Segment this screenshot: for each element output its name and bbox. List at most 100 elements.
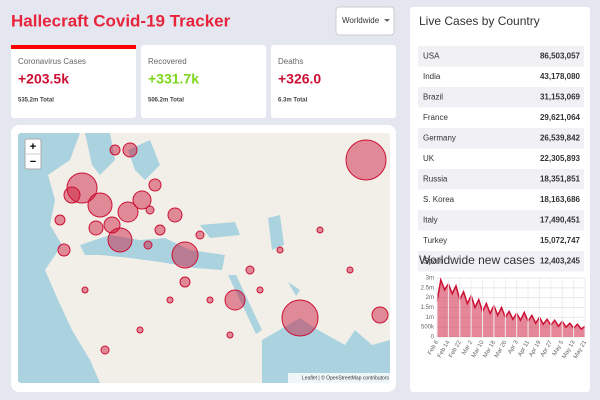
case-bubble[interactable]: [66, 172, 98, 204]
y-tick-label: 0: [431, 335, 435, 341]
case-bubble[interactable]: [148, 178, 162, 192]
table-row: [418, 210, 584, 231]
attribution-bg: [288, 373, 390, 383]
case-bubble[interactable]: [226, 331, 234, 339]
case-bubble[interactable]: [179, 276, 191, 288]
country-cases: 86,503,057: [540, 51, 581, 60]
case-bubble[interactable]: [167, 207, 183, 223]
case-bubble[interactable]: [206, 296, 214, 304]
card-label: Coronavirus Cases: [18, 57, 86, 66]
case-bubble[interactable]: [345, 139, 387, 181]
country-cases: 18,351,851: [540, 174, 581, 183]
y-tick-label: 1m: [426, 315, 434, 321]
chart-title: Worldwide new cases: [419, 253, 535, 267]
card-total: 506.2m Total: [148, 98, 184, 104]
case-bubble[interactable]: [88, 220, 104, 236]
card-today: +203.5k: [18, 71, 69, 87]
card-total: 535.2m Total: [18, 98, 54, 104]
app-title: Hallecraft Covid-19 Tracker: [11, 11, 231, 30]
country-cases: 18,163,686: [540, 195, 581, 204]
country-name: UK: [423, 154, 435, 163]
case-bubble[interactable]: [145, 205, 155, 215]
zoom-out[interactable]: −: [30, 156, 36, 168]
case-bubble[interactable]: [81, 286, 89, 294]
table-title: Live Cases by Country: [419, 14, 540, 28]
sea: [262, 318, 390, 383]
case-bubble[interactable]: [132, 190, 152, 210]
table-row: [418, 169, 584, 190]
case-bubble[interactable]: [166, 296, 174, 304]
selector-text[interactable]: Worldwide: [342, 16, 380, 25]
case-bubble[interactable]: [154, 224, 166, 236]
table-row: [418, 66, 584, 87]
region-selector[interactable]: Worldwide: [335, 6, 395, 36]
case-bubble[interactable]: [143, 240, 153, 250]
y-tick-label: 1.5m: [421, 305, 434, 311]
country-cases: 29,621,064: [540, 113, 581, 122]
table-row: [418, 46, 584, 67]
case-bubble[interactable]: [224, 289, 246, 311]
country-cases: 17,490,451: [540, 215, 581, 224]
card-label: Deaths: [278, 57, 303, 66]
card-today: +331.7k: [148, 71, 199, 87]
table-row: [418, 87, 584, 108]
case-bubble[interactable]: [122, 142, 138, 158]
card-today: +326.0: [278, 71, 321, 87]
table-row: [418, 230, 584, 251]
sea: [200, 222, 240, 238]
country-cases: 31,153,069: [540, 92, 581, 101]
stat-card[interactable]: [141, 45, 266, 118]
stat-card[interactable]: [11, 45, 136, 118]
sea: [80, 235, 225, 270]
country-cases: 22,305,893: [540, 154, 581, 163]
case-bubble[interactable]: [107, 227, 133, 253]
sea: [268, 215, 284, 250]
selector-box[interactable]: [335, 6, 395, 36]
case-bubble[interactable]: [57, 243, 71, 257]
case-bubble[interactable]: [63, 186, 81, 204]
country-name: Italy: [423, 215, 438, 224]
sea: [18, 133, 100, 383]
map[interactable]: + − Leaflet | © OpenStreetMap contributors: [18, 133, 390, 383]
case-bubble[interactable]: [117, 201, 139, 223]
selector-caret[interactable]: [384, 19, 390, 22]
attribution: Leaflet | © OpenStreetMap contributors: [302, 374, 389, 381]
table-row: [418, 251, 584, 272]
country-name: Turkey: [423, 236, 447, 245]
case-bubble[interactable]: [136, 326, 144, 334]
country-cases: 26,539,842: [540, 133, 581, 142]
case-bubble[interactable]: [54, 214, 66, 226]
case-bubble[interactable]: [316, 226, 324, 234]
country-name: USA: [423, 51, 440, 60]
country-name: Spain: [423, 256, 443, 265]
case-bubble[interactable]: [195, 230, 205, 240]
case-bubble[interactable]: [100, 345, 110, 355]
map-layer[interactable]: [18, 133, 390, 383]
stat-card[interactable]: [271, 45, 396, 118]
sea: [128, 140, 160, 180]
case-bubble[interactable]: [371, 306, 389, 324]
case-bubble[interactable]: [256, 286, 264, 294]
country-name: India: [423, 72, 441, 81]
case-bubble[interactable]: [281, 299, 319, 337]
active-bar: [11, 45, 136, 49]
y-tick-label: 3m: [426, 276, 434, 282]
case-bubble[interactable]: [346, 266, 354, 274]
country-name: Brazil: [423, 92, 443, 101]
case-bubble[interactable]: [171, 241, 199, 269]
case-bubble[interactable]: [276, 246, 284, 254]
case-bubble[interactable]: [109, 144, 121, 156]
country-cases: 12,403,245: [540, 256, 581, 265]
country-name: Russia: [423, 174, 448, 183]
y-tick-label: 2m: [426, 295, 434, 301]
case-bubble[interactable]: [87, 192, 113, 218]
country-name: France: [423, 113, 448, 122]
zoom-in[interactable]: +: [30, 141, 36, 153]
case-bubble[interactable]: [245, 265, 255, 275]
country-name: S. Korea: [423, 195, 455, 204]
table-row: [418, 107, 584, 128]
country-name: Germany: [423, 133, 456, 142]
table-row: [418, 189, 584, 210]
card-label: Recovered: [148, 57, 187, 66]
